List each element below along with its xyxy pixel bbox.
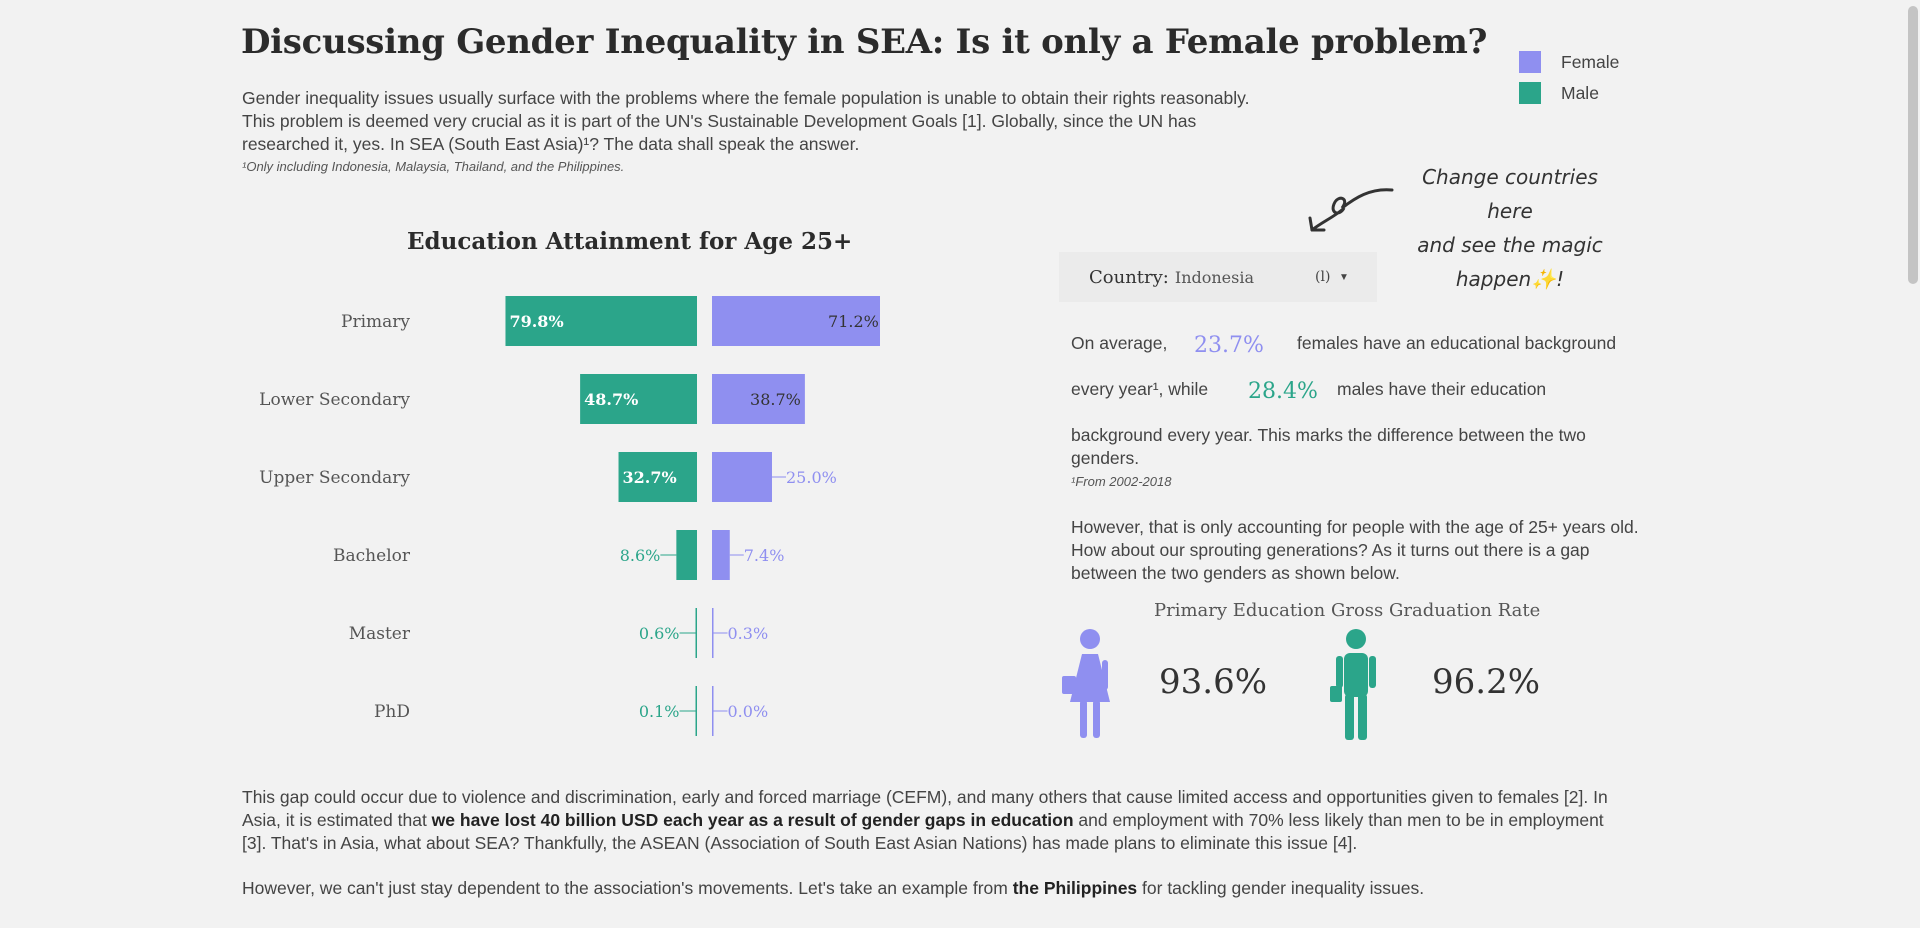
- body-text: for tackling gender inequality issues.: [1137, 878, 1425, 898]
- annotation-line: happen✨!: [1455, 267, 1565, 291]
- female-student-icon: [1062, 629, 1110, 738]
- female-value-label: 38.7%: [750, 390, 801, 409]
- female-value-label: 0.0%: [728, 702, 769, 721]
- legend-swatch-male: [1519, 82, 1541, 104]
- summary-text: females have an educational background: [1297, 333, 1617, 353]
- male-value-label: 32.7%: [623, 468, 677, 487]
- legend-item-female[interactable]: Female: [1519, 51, 1619, 73]
- male-student-icon: [1330, 629, 1376, 740]
- body-text: This gap could occur due to violence and…: [242, 787, 1608, 830]
- country-filter-dropdown[interactable]: Country: Indonesia (l) ▼: [1059, 252, 1377, 302]
- female-value-label: 25.0%: [786, 468, 837, 487]
- annotation-note: Change countries here and see the magic …: [1400, 160, 1620, 296]
- legend-swatch-female: [1519, 51, 1541, 73]
- summary-text: genders.: [1071, 448, 1140, 468]
- intro-paragraph: Gender inequality issues usually surface…: [242, 87, 1312, 156]
- body-text: However, we can't just stay dependent to…: [242, 878, 1013, 898]
- education-attainment-chart: Primary 79.8% 71.2% Lower Secondary 48.7% 38.…: [259, 296, 880, 736]
- category-label: Primary: [341, 312, 410, 332]
- male-value-label: 0.6%: [639, 624, 680, 643]
- category-label: Lower Secondary: [259, 390, 410, 410]
- male-value-label: 8.6%: [620, 546, 661, 565]
- female-average-value: 23.7%: [1194, 333, 1264, 358]
- male-graduation-rate: 96.2%: [1432, 662, 1541, 702]
- female-bar[interactable]: [712, 452, 772, 502]
- summary-text: On average,: [1071, 333, 1168, 353]
- summary-text: every year¹, while: [1071, 379, 1209, 399]
- curved-arrow-icon: [1308, 188, 1394, 232]
- male-bar[interactable]: [695, 686, 698, 736]
- male-bar[interactable]: [676, 530, 697, 580]
- followup-paragraph: However, that is only accounting for peo…: [1071, 516, 1671, 585]
- annotation-line: Change countries here: [1422, 165, 1598, 223]
- female-bar[interactable]: [712, 530, 730, 580]
- body-text: and employment with 70% less likely than…: [242, 810, 1604, 853]
- filter-all-indicator[interactable]: (l): [1315, 269, 1331, 285]
- followup-line: between the two genders as shown below.: [1071, 563, 1400, 583]
- intro-footnote: ¹Only including Indonesia, Malaysia, Tha…: [242, 159, 625, 174]
- followup-line: However, that is only accounting for peo…: [1071, 517, 1639, 537]
- legend-item-male[interactable]: Male: [1519, 82, 1599, 104]
- caret-down-icon[interactable]: ▼: [1339, 271, 1349, 283]
- page-scrollbar-thumb[interactable]: [1908, 6, 1918, 284]
- male-value-label: 48.7%: [584, 390, 638, 409]
- male-value-label: 0.1%: [639, 702, 680, 721]
- page-title: Discussing Gender Inequality in SEA: Is …: [241, 22, 1488, 62]
- summary-text: males have their education: [1337, 379, 1547, 399]
- period-footnote: ¹From 2002-2018: [1071, 474, 1172, 489]
- chart-title: Education Attainment for Age 25+: [407, 228, 853, 255]
- female-graduation-rate: 93.6%: [1159, 662, 1268, 702]
- followup-line: How about our sprouting generations? As …: [1071, 540, 1590, 560]
- male-average-value: 28.4%: [1248, 379, 1318, 404]
- legend-label-male: Male: [1561, 82, 1599, 103]
- graduation-chart-title: Primary Education Gross Graduation Rate: [1154, 600, 1541, 621]
- country-filter-label: Country:: [1089, 266, 1169, 288]
- female-value-label: 7.4%: [744, 546, 785, 565]
- male-bar[interactable]: [618, 452, 697, 502]
- male-bar[interactable]: [580, 374, 697, 424]
- category-label: Master: [349, 624, 411, 644]
- legend-label-female: Female: [1561, 51, 1620, 72]
- male-bar[interactable]: [695, 608, 698, 658]
- female-bar[interactable]: [712, 686, 714, 736]
- body-text-emphasis: the Philippines: [1012, 878, 1138, 898]
- female-bar[interactable]: [712, 608, 714, 658]
- summary-text: background every year. This marks the di…: [1071, 425, 1586, 445]
- male-bar[interactable]: [505, 296, 697, 346]
- female-bar[interactable]: [712, 374, 805, 424]
- category-label: Upper Secondary: [259, 468, 410, 488]
- intro-line: researched it, yes. In SEA (South East A…: [242, 134, 860, 154]
- category-label: Bachelor: [333, 546, 411, 566]
- category-label: PhD: [374, 702, 410, 722]
- female-bar[interactable]: [712, 296, 880, 346]
- body-paragraph: However, we can't just stay dependent to…: [242, 877, 1622, 900]
- body-paragraph: This gap could occur due to violence and…: [242, 786, 1622, 855]
- country-filter-value: Indonesia: [1174, 267, 1255, 287]
- female-value-label: 71.2%: [828, 312, 879, 331]
- body-text-emphasis: we have lost 40 billion USD each year as…: [431, 810, 1074, 830]
- annotation-line: and see the magic: [1417, 233, 1603, 257]
- intro-line: This problem is deemed very crucial as i…: [242, 111, 1197, 131]
- female-value-label: 0.3%: [728, 624, 769, 643]
- intro-line: Gender inequality issues usually surface…: [242, 88, 1250, 108]
- male-value-label: 79.8%: [509, 312, 563, 331]
